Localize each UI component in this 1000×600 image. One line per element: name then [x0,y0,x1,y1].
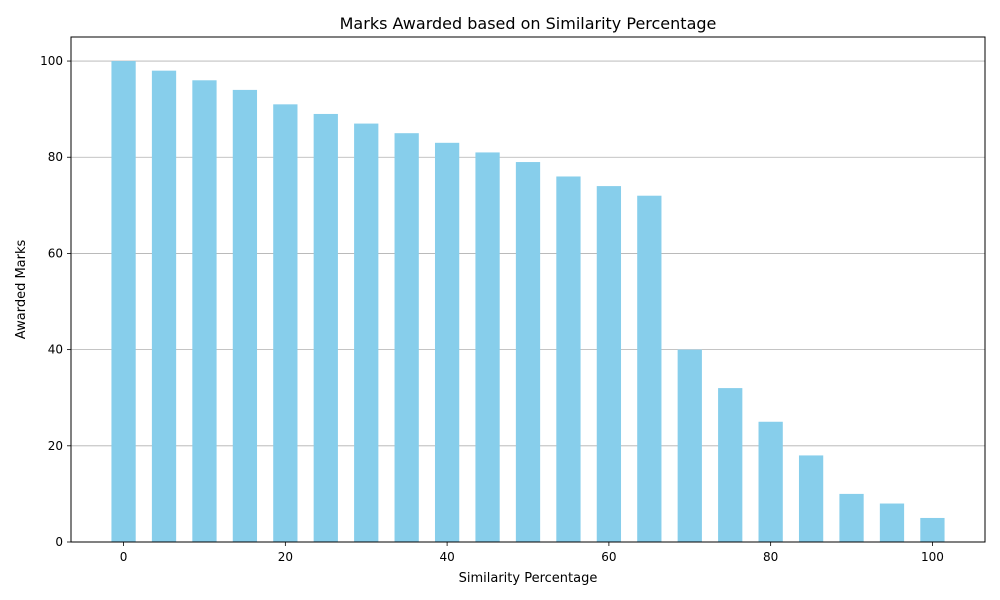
axes-frame [70,36,986,543]
bar [798,455,824,542]
x-tick-label: 40 [439,550,454,564]
bar [192,80,217,543]
y-tick-label: 80 [48,150,63,164]
y-ticks: 0 20 40 60 80 100 [40,54,71,549]
x-tick-label: 60 [601,550,616,564]
x-axis-label: Similarity Percentage [459,571,598,586]
y-axis-label: Awarded Marks [14,240,29,340]
bar [718,388,743,542]
chart-title: Marks Awarded based on Similarity Percen… [340,14,717,33]
x-tick-label: 20 [278,550,293,564]
y-tick-label: 100 [40,54,63,68]
bar [475,152,500,542]
bar [394,133,419,542]
bars [111,61,945,543]
y-tick-label: 0 [55,535,63,549]
bar [758,421,783,542]
bar [637,195,662,542]
y-tick-label: 20 [48,439,63,453]
bar [232,89,258,543]
x-tick-label: 100 [921,550,944,564]
y-tick-label: 40 [48,343,63,357]
bar [111,61,136,543]
bar [313,113,338,542]
bar [677,349,702,542]
x-tick-label: 80 [763,550,778,564]
bar [920,517,945,542]
bar [556,176,581,542]
y-tick-label: 60 [48,246,63,260]
bar [596,186,622,542]
bar [354,123,379,543]
x-ticks: 0 20 40 60 80 100 [120,542,944,564]
bar [434,142,460,543]
bar [273,104,298,542]
x-tick-label: 0 [120,550,128,564]
bar [515,162,541,543]
bar [879,503,905,542]
bar [151,70,177,543]
bar [839,493,864,542]
